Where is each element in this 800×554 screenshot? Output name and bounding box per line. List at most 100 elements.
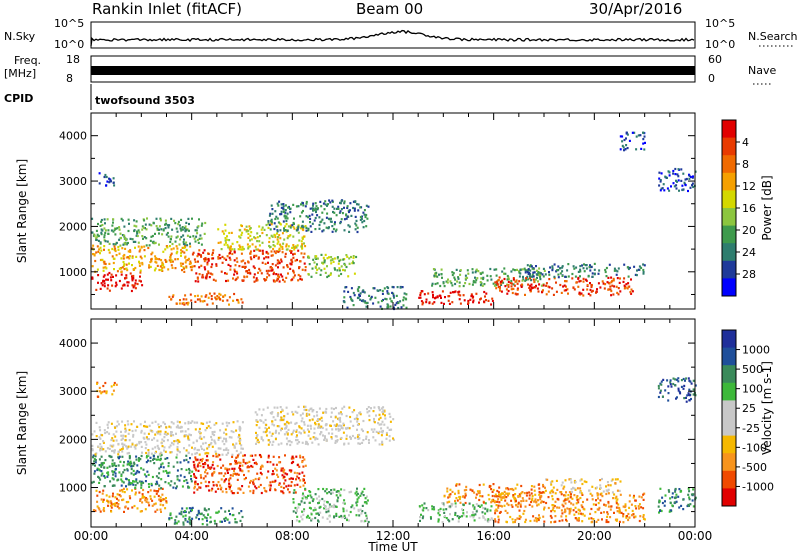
- velocity-cell: [107, 426, 109, 429]
- velocity-cell: [309, 424, 312, 428]
- power-cell: [229, 246, 232, 250]
- velocity-cell: [642, 515, 645, 518]
- power-cell: [355, 219, 358, 222]
- velocity-cell: [255, 419, 258, 422]
- power-cell: [519, 268, 522, 271]
- power-cell: [132, 286, 135, 289]
- power-cell: [142, 237, 144, 240]
- power-cell: [354, 228, 357, 231]
- velocity-cell: [576, 498, 579, 502]
- power-cell: [183, 243, 186, 246]
- velocity-cell: [172, 422, 175, 425]
- power-cell: [464, 282, 467, 285]
- velocity-cell: [145, 436, 148, 439]
- power-cell: [318, 267, 321, 270]
- velocity-cell: [446, 487, 449, 490]
- velocity-cell: [227, 471, 229, 474]
- power-cell: [151, 234, 154, 238]
- y-tick-label: 3000: [59, 175, 87, 188]
- power-cell: [286, 217, 289, 220]
- velocity-cell: [177, 520, 180, 523]
- velocity-cell: [163, 498, 166, 501]
- velocity-cell: [382, 413, 385, 416]
- velocity-cell: [595, 486, 598, 489]
- power-cell: [129, 249, 132, 252]
- velocity-cell: [172, 443, 175, 446]
- power-cell: [309, 207, 312, 210]
- power-cell: [260, 228, 263, 231]
- velocity-cell: [150, 484, 153, 487]
- power-cell: [580, 292, 583, 295]
- power-cell: [267, 269, 270, 272]
- power-cell: [559, 272, 562, 275]
- velocity-cell: [523, 509, 526, 513]
- power-cell: [108, 181, 111, 184]
- power-cell: [221, 255, 224, 258]
- power-cell: [393, 296, 395, 299]
- colorbar-tick-label: -100: [742, 441, 767, 454]
- power-cell: [621, 144, 624, 147]
- power-cell: [359, 298, 362, 301]
- power-cell: [194, 229, 197, 232]
- power-cell: [612, 293, 615, 296]
- power-cell: [308, 263, 311, 266]
- velocity-cell: [99, 433, 102, 436]
- power-cell: [397, 301, 400, 305]
- velocity-cell: [322, 411, 325, 414]
- velocity-cell: [276, 406, 279, 409]
- power-cell: [111, 284, 114, 287]
- power-cell: [275, 215, 278, 218]
- velocity-cell: [315, 411, 318, 414]
- power-cell: [440, 296, 442, 299]
- power-cell: [321, 211, 324, 214]
- power-cell: [312, 202, 315, 205]
- power-cell: [520, 285, 523, 288]
- power-cell: [189, 235, 192, 238]
- power-cell: [196, 232, 199, 235]
- power-cell: [421, 303, 424, 306]
- power-cell: [340, 218, 343, 221]
- power-cell: [217, 241, 220, 244]
- power-cell: [334, 268, 336, 271]
- power-cell: [625, 144, 628, 147]
- velocity-cell: [168, 517, 171, 520]
- velocity-cell: [157, 476, 160, 479]
- power-cell: [292, 253, 294, 256]
- velocity-cell: [309, 494, 312, 497]
- power-cell: [140, 245, 143, 248]
- colorbar-tick-label: 16: [742, 202, 756, 215]
- power-cell: [194, 240, 197, 243]
- power-cell: [99, 241, 102, 244]
- velocity-cell: [212, 454, 215, 458]
- power-cell: [612, 277, 615, 280]
- velocity-cell: [291, 455, 294, 458]
- power-cell: [320, 205, 323, 208]
- power-cell: [272, 244, 275, 247]
- velocity-cell: [611, 478, 614, 481]
- power-cell: [100, 282, 103, 285]
- velocity-cell: [332, 420, 335, 423]
- velocity-cell: [496, 500, 499, 503]
- velocity-cell: [314, 438, 317, 441]
- velocity-cell: [120, 434, 123, 437]
- power-cell: [204, 221, 207, 225]
- power-cell: [664, 175, 667, 178]
- power-cell: [239, 229, 242, 232]
- power-cell: [349, 295, 352, 299]
- power-cell: [529, 269, 532, 272]
- power-cell: [526, 271, 529, 274]
- velocity-cell: [624, 503, 627, 506]
- power-cell: [108, 177, 110, 180]
- power-cell: [144, 227, 146, 230]
- velocity-cell: [568, 512, 571, 515]
- velocity-cell: [227, 485, 230, 488]
- power-cell: [218, 296, 221, 299]
- power-cell: [363, 213, 366, 216]
- power-cell: [489, 275, 492, 278]
- power-cell: [394, 303, 397, 306]
- velocity-cell: [276, 413, 279, 416]
- power-cell: [276, 259, 279, 262]
- velocity-cell: [112, 439, 115, 442]
- velocity-cell: [153, 462, 156, 465]
- velocity-cell: [499, 493, 502, 496]
